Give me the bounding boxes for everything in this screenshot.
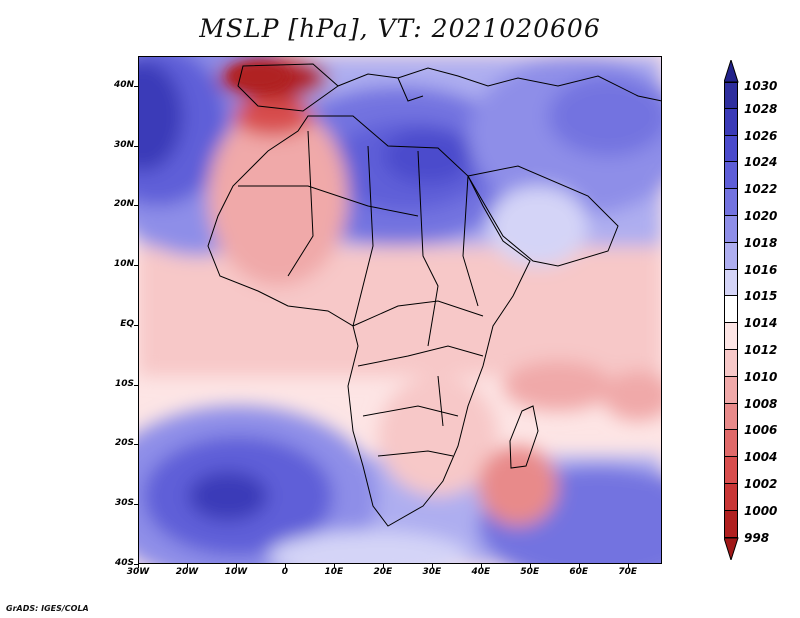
pressure-field — [138, 56, 662, 564]
colorbar-swatch — [724, 108, 738, 136]
lat-tick-label: 30N — [113, 139, 134, 150]
lon-tick-label: 30W — [126, 567, 150, 577]
colorbar-swatch — [724, 296, 738, 324]
colorbar-swatch — [724, 376, 738, 404]
colorbar-swatch — [724, 350, 738, 377]
colorbar-label-top: 1030 — [744, 79, 778, 93]
lat-tick-mark — [134, 145, 138, 147]
lat-tick-label: 20S — [114, 438, 134, 449]
lon-tick-mark — [578, 564, 580, 568]
colorbar-bottom-arrow — [724, 537, 739, 560]
colorbar-label: 1010 — [744, 369, 778, 384]
colorbar-swatch — [724, 403, 738, 431]
lon-tick-mark — [431, 564, 433, 568]
colorbar-label: 1014 — [744, 316, 778, 331]
lon-tick-label: 50E — [520, 567, 540, 577]
lat-tick-label: 40N — [113, 79, 134, 90]
colorbar-label: 1006 — [744, 423, 778, 438]
lat-tick-mark — [134, 504, 138, 506]
colorbar-swatch — [724, 457, 738, 484]
lat-tick-mark — [134, 85, 138, 87]
lon-tick-label: 20E — [373, 567, 393, 577]
lat-tick-mark — [134, 444, 138, 446]
colorbar-label: 1026 — [744, 128, 778, 143]
lat-tick-mark — [134, 564, 138, 565]
colorbar-swatch — [724, 216, 738, 243]
colorbar-swatch — [724, 323, 738, 350]
colorbar-swatch — [724, 484, 738, 511]
colorbar-swatch — [724, 162, 738, 190]
lat-tick-label: EQ — [120, 318, 134, 329]
colorbar-label: 998 — [744, 530, 770, 545]
lon-tick-label: 20W — [175, 567, 199, 577]
lat-tick-mark — [134, 265, 138, 267]
colorbar-label: 1020 — [744, 209, 778, 223]
colorbar-swatch — [724, 430, 738, 458]
colorbar-label: 1004 — [744, 450, 778, 465]
colorbar-label: 1008 — [744, 396, 778, 411]
lon-tick-label: 10W — [224, 567, 248, 577]
lon-tick-mark — [529, 564, 531, 568]
colorbar-label: 1024 — [744, 155, 778, 170]
lon-tick-mark — [333, 564, 335, 568]
colorbar-swatch — [724, 135, 738, 163]
colorbar-label: 1016 — [744, 262, 778, 277]
coastlines — [207, 63, 662, 527]
lat-tick-label: 10N — [113, 259, 134, 270]
colorbar-swatch — [724, 189, 738, 216]
lat-tick-mark — [134, 384, 138, 386]
lon-tick-mark — [382, 564, 384, 568]
colorbar-label: 1012 — [744, 343, 778, 357]
lon-tick-label: 10E — [324, 567, 344, 577]
map-title: MSLP [hPa], VT: 2021020606 — [199, 14, 601, 43]
lon-tick-mark — [235, 564, 237, 568]
pressure-map — [138, 56, 662, 564]
colorbar-label: 1015 — [744, 289, 778, 304]
colorbar-label: 1000 — [744, 503, 778, 518]
lat-tick-label: 20N — [113, 199, 134, 210]
colorbar-swatch — [724, 269, 738, 297]
colorbar-label: 1018 — [744, 235, 778, 250]
lat-tick-mark — [134, 205, 138, 207]
lon-tick-label: 0 — [281, 567, 289, 577]
colorbar-label: 1028 — [744, 101, 778, 116]
colorbar-swatch — [724, 510, 738, 538]
colorbar-label: 1022 — [744, 182, 778, 197]
lon-tick-mark — [138, 564, 139, 568]
colorbar-swatch — [724, 82, 738, 109]
colorbar-top-arrow — [724, 60, 739, 83]
lat-tick-label: 30S — [114, 498, 134, 509]
lat-tick-mark — [134, 324, 138, 326]
lon-tick-mark — [186, 564, 188, 568]
lon-tick-label: 30E — [422, 567, 442, 577]
colorbar-label: 1002 — [744, 477, 778, 491]
lon-tick-label: 70E — [618, 567, 638, 577]
colorbar: 1030 1028 1026 1024 1022 1020 1018 1016 1015 101… — [724, 60, 794, 560]
lon-tick-mark — [627, 564, 629, 568]
lon-tick-label: 40E — [471, 567, 491, 577]
lon-tick-mark — [480, 564, 482, 568]
footer-credit: GrADS: IGES/COLA — [6, 604, 89, 613]
lat-tick-label: 40S — [114, 558, 134, 568]
lon-tick-label: 60E — [569, 567, 589, 577]
lat-tick-label: 10S — [114, 378, 134, 389]
lon-tick-mark — [284, 564, 286, 568]
colorbar-swatch — [724, 242, 738, 270]
